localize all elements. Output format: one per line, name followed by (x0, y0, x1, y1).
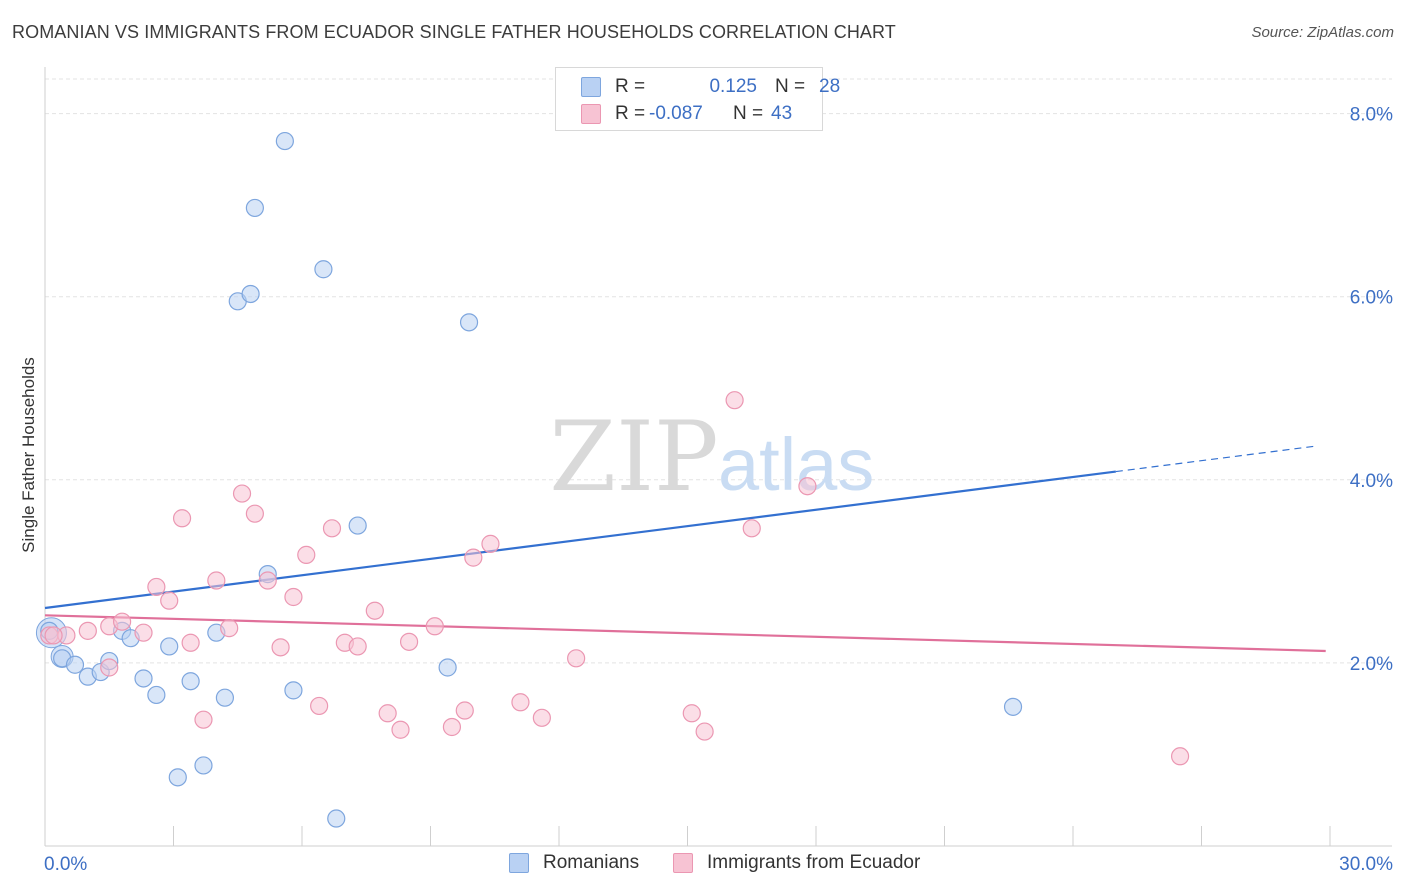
y-tick-label: 6.0% (1350, 288, 1393, 309)
ecuador-point (284, 587, 303, 607)
y-tick-label: 4.0% (1350, 471, 1393, 492)
ecuador-point (425, 617, 444, 636)
ecuador-point (442, 717, 462, 737)
ecuador-point (310, 696, 329, 716)
tick-label-layer: 2.0% 4.0% 6.0% 8.0% 0.0% 30.0% (44, 105, 1393, 875)
ecuador-point (147, 577, 166, 597)
legend-swatch-pink (581, 104, 601, 124)
ecuador-point (464, 548, 483, 567)
watermark-atlas: atlas (718, 423, 874, 506)
ecuador-point (232, 484, 252, 503)
grid-layer (45, 78, 1392, 664)
ecuador-point (220, 619, 239, 638)
ecuador-point (378, 704, 397, 723)
watermark-zip: ZIP (549, 401, 718, 513)
romanians-point (215, 688, 234, 707)
legend-n-label: N = (733, 103, 764, 124)
romanians-point (348, 516, 367, 535)
ecuador-point (348, 637, 367, 656)
ecuador-point (181, 633, 200, 652)
series-legend-label: Immigrants from Ecuador (707, 852, 921, 873)
romanians-point (1003, 697, 1023, 716)
romanians-trend-extension (1115, 445, 1318, 473)
ecuador-point (511, 693, 530, 712)
ecuador-point (455, 701, 474, 720)
ecuador-point (78, 621, 97, 640)
romanians-point (284, 681, 303, 700)
ecuador-point (481, 534, 500, 553)
x-tick-label: 0.0% (44, 854, 87, 875)
y-tick-label: 8.0% (1350, 105, 1393, 126)
ecuador-trend-line (44, 614, 1326, 653)
ecuador-point (134, 623, 153, 642)
ecuador-point (695, 722, 714, 741)
romanians-point (438, 658, 457, 677)
romanians-point (194, 756, 213, 775)
legend-n-value: 28 (819, 76, 841, 97)
ecuador-point (682, 704, 701, 723)
ecuador-point (322, 519, 342, 538)
romanians-point (65, 655, 85, 674)
y-axis-label: Single Father Households (19, 357, 38, 553)
series-legend: Romanians Immigrants from Ecuador (0, 852, 1406, 876)
legend-row-romanians: R = 0.125 N = 28 (581, 75, 840, 99)
legend-n-label: N = (775, 76, 806, 97)
ecuador-point (112, 612, 132, 631)
ecuador-point (365, 601, 384, 620)
ecuador-point (194, 710, 213, 729)
legend-swatch-blue (509, 853, 529, 873)
x-tick-label: 30.0% (1339, 854, 1393, 875)
ecuador-point (742, 519, 761, 538)
ecuador-point (100, 658, 119, 677)
romanians-point (327, 809, 346, 828)
romanians-point (181, 672, 200, 691)
legend-swatch-pink (673, 853, 693, 873)
legend-r-value: -0.087 (649, 103, 703, 124)
romanians-point (314, 260, 333, 279)
legend-swatch-blue (581, 77, 601, 97)
ecuador-point (399, 632, 419, 651)
chart-title: ROMANIAN VS IMMIGRANTS FROM ECUADOR SING… (12, 22, 896, 42)
romanians-point (241, 284, 260, 304)
ecuador-point (258, 571, 277, 590)
legend-r-label: R = (615, 103, 646, 124)
legend-r-label: R = (615, 76, 646, 97)
ecuador-point (207, 571, 226, 590)
series-legend-romanians[interactable]: Romanians (509, 852, 639, 874)
correlation-legend: R = 0.125 N = 28 R = -0.087 N = 43 (555, 67, 840, 131)
source-credit: Source: ZipAtlas.com (1251, 24, 1394, 41)
ecuador-point (567, 649, 586, 668)
romanians-point (168, 768, 187, 787)
axis-layer (44, 67, 1392, 847)
ecuador-point (44, 626, 63, 645)
ecuador-point (1170, 747, 1190, 766)
ecuador-point (798, 477, 817, 496)
points-layer (35, 131, 1190, 828)
romanians-point (160, 637, 179, 656)
y-tick-label: 2.0% (1350, 654, 1393, 675)
legend-r-value: 0.125 (709, 76, 757, 97)
series-legend-ecuador[interactable]: Immigrants from Ecuador (673, 852, 920, 874)
romanians-point (134, 669, 153, 688)
series-legend-label: Romanians (543, 852, 640, 873)
ecuador-point (391, 720, 410, 739)
ecuador-point (245, 504, 264, 523)
legend-n-value: 43 (771, 103, 793, 124)
ecuador-point (172, 509, 192, 528)
romanians-point (245, 198, 264, 218)
ecuador-point (297, 545, 316, 564)
romanians-point (459, 313, 479, 332)
legend-row-ecuador: R = -0.087 N = 43 (581, 102, 792, 126)
romanians-point (275, 131, 294, 151)
romanians-point (147, 685, 166, 705)
ecuador-point (271, 638, 290, 657)
ecuador-point (160, 591, 179, 610)
ecuador-point (532, 708, 551, 727)
ecuador-point (725, 391, 744, 410)
watermark: ZIP atlas (549, 401, 874, 513)
